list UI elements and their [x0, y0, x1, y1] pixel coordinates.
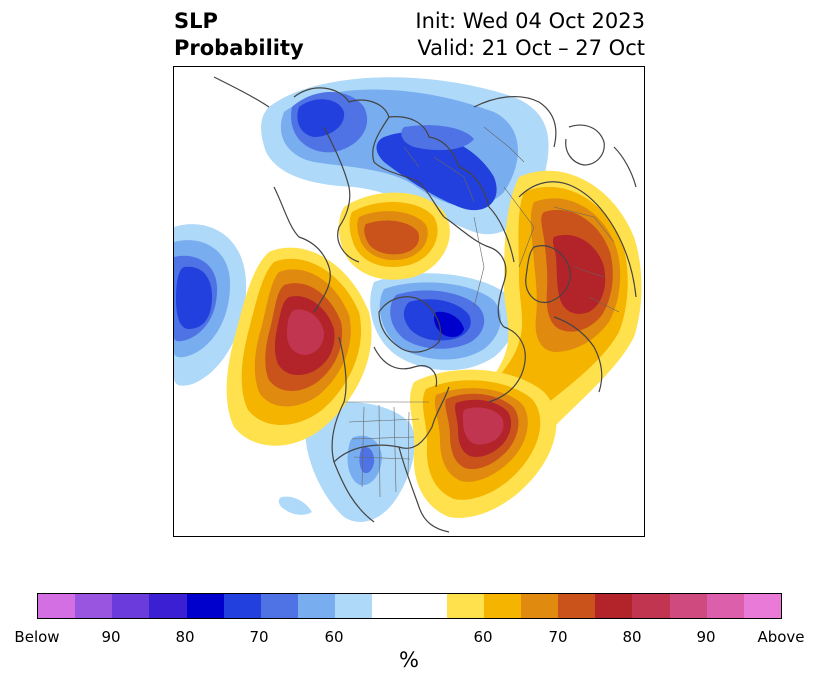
colorbar-below-bin-7 — [298, 594, 336, 618]
colorbar-tick-below: Below — [14, 628, 60, 646]
title-product: Probability — [174, 36, 304, 60]
colorbar-below-bin-8 — [335, 594, 373, 618]
colorbar-below-bin-5 — [223, 594, 261, 618]
colorbar-below-bin-4 — [186, 594, 224, 618]
colorbar-tick-above-70: 70 — [548, 628, 568, 646]
colorbar-above-bin-3 — [558, 594, 596, 618]
colorbar-above-bin-8 — [743, 594, 782, 618]
map-title-right: Init: Wed 04 Oct 2023 Valid: 21 Oct – 27… — [415, 8, 645, 62]
colorbar-tick-below-70: 70 — [249, 628, 269, 646]
colorbar-below-bin-0 — [38, 594, 76, 618]
colorbar-above-bin-4 — [595, 594, 633, 618]
colorbar-tick-below-90: 90 — [101, 628, 121, 646]
colorbar-below-bin-2 — [112, 594, 150, 618]
colorbar-tick-above: Above — [757, 628, 805, 646]
colorbar-below-bin-3 — [149, 594, 187, 618]
coastlines — [213, 76, 637, 533]
colorbar-tick-above-90: 90 — [696, 628, 716, 646]
colorbar-neutral-bin — [372, 594, 447, 618]
map-panel — [173, 66, 645, 537]
title-variable: SLP — [174, 9, 218, 33]
colorbar-below-bin-1 — [75, 594, 113, 618]
above-normal-areas — [226, 170, 642, 518]
colorbar-above-bin-5 — [632, 594, 670, 618]
colorbar-above-bin-1 — [483, 594, 522, 618]
colorbar-above-bin-7 — [706, 594, 744, 618]
map-title-left: SLP Probability — [174, 8, 304, 62]
probability-map — [174, 76, 642, 533]
colorbar-above-bin-6 — [669, 594, 707, 618]
colorbar-tick-below-60: 60 — [324, 628, 344, 646]
colorbar-tick-below-80: 80 — [175, 628, 195, 646]
probability-colorbar — [37, 593, 782, 619]
init-date: Init: Wed 04 Oct 2023 — [415, 9, 645, 33]
below-normal-areas — [174, 77, 549, 522]
colorbar-above-bin-2 — [521, 594, 559, 618]
colorbar-above-bin-0 — [446, 594, 484, 618]
colorbar-unit-label: % — [399, 648, 419, 672]
colorbar-below-bin-6 — [260, 594, 299, 618]
colorbar-tick-above-80: 80 — [622, 628, 642, 646]
colorbar-tick-above-60: 60 — [473, 628, 493, 646]
valid-range: Valid: 21 Oct – 27 Oct — [417, 36, 645, 60]
political-borders — [344, 126, 620, 498]
